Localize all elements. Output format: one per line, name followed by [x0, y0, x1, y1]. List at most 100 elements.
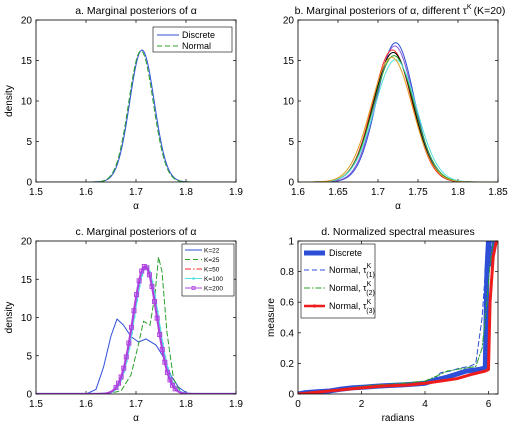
series-marker: [118, 374, 124, 380]
plot-frame-d: [297, 240, 499, 395]
y-tick-label: 20: [21, 16, 33, 27]
x-tick-label: 1.7: [371, 187, 385, 198]
x-tick-label: 1.75: [408, 187, 428, 198]
series-marker: [164, 369, 170, 375]
series-group-d: [298, 241, 498, 394]
x-tick-label: 1.6: [291, 187, 305, 198]
y-tick-label: 15: [21, 275, 33, 286]
y-tick-label: 10: [21, 97, 33, 108]
y-tick-label: 0: [288, 390, 294, 401]
x-tick-label: 0: [295, 399, 301, 410]
series-line-a-1: [36, 50, 236, 182]
x-tick-label: 1.85: [488, 187, 508, 198]
x-tick-label: 1.9: [229, 187, 243, 198]
y-tick-label: 0.6: [280, 298, 294, 309]
legend-label-sub: (2): [366, 290, 375, 297]
series-marker: [128, 324, 134, 330]
series-marker: [121, 365, 127, 371]
x-tick-label: 1.8: [179, 399, 193, 410]
plot-frame-c: [35, 240, 237, 395]
legend-label: Normal, τK (1): [329, 263, 375, 279]
series-marker: [134, 292, 140, 298]
y-tick-label: 20: [283, 16, 295, 27]
series-marker: [159, 347, 165, 353]
y-tick-label: 5: [26, 137, 32, 148]
legend-label: K=25: [204, 257, 220, 264]
legend-label-sub: (1): [366, 272, 375, 279]
legend-marker: [312, 304, 317, 308]
legend-label-sup: K: [367, 263, 372, 270]
series-marker: [144, 265, 150, 271]
panel-b: 1.6 1.65 1.7 1.75 1.8 1.85 0 5 10 15 20b. Marginal…: [283, 4, 508, 212]
legend-label-sub: (3): [366, 308, 375, 315]
legend-label: Normal: [182, 41, 211, 51]
series-line-d-2: [298, 241, 494, 394]
legend-marker: [191, 286, 196, 290]
legend-marker: [192, 277, 195, 280]
legend-label-main: Normal, τ: [329, 265, 367, 275]
series-marker: [126, 340, 132, 346]
series-group-a: [36, 49, 236, 182]
series-marker: [139, 268, 145, 274]
x-tick-label: 1.5: [29, 187, 43, 198]
legend-label: K=50: [204, 267, 220, 274]
y-tick-label: 10: [283, 97, 295, 108]
legend-box: [181, 243, 235, 297]
series-line-d-3: [298, 241, 498, 394]
x-axis-label: α: [133, 413, 139, 424]
x-tick-label: 1.6: [79, 187, 93, 198]
plot-frame-b: [297, 19, 499, 183]
series-line-c-4: [36, 265, 236, 394]
y-tick-label: 5: [26, 351, 32, 362]
y-axis-label: density: [4, 85, 15, 117]
series-marker: [154, 315, 160, 321]
legend-box: [152, 26, 233, 53]
legend-label-main: Normal, τ: [329, 283, 367, 293]
legend-label: Discrete: [182, 30, 215, 40]
chart-title: c. Marginal posteriors of α: [75, 226, 196, 238]
legend-label: K=100: [204, 276, 223, 283]
y-tick-label: 5: [288, 137, 294, 148]
x-tick-label: 1.9: [229, 399, 243, 410]
legend-label-main: Discrete: [329, 248, 362, 258]
y-tick-label: 0.8: [280, 267, 294, 278]
x-tick-label: 1.6: [79, 399, 93, 410]
legend-label-sup: K: [367, 281, 372, 288]
series-marker: [157, 332, 163, 338]
legend-label: K=22: [204, 248, 220, 255]
legend-label-sup: K: [367, 299, 372, 306]
y-tick-label: 0: [26, 390, 32, 401]
x-tick-label: 4: [422, 399, 428, 410]
legend: K=22 K=25 K=50 K=100 K=200: [181, 243, 235, 297]
x-tick-label: 1.7: [129, 399, 143, 410]
series-marker: [149, 284, 155, 290]
x-tick-label: 1.5: [29, 399, 43, 410]
series-marker: [136, 278, 142, 284]
y-tick-label: 0.4: [280, 328, 294, 339]
chart-title: a. Marginal posteriors of α: [75, 5, 197, 17]
legend-label: Normal, τK (3): [329, 299, 375, 315]
panel-a: 1.5 1.6 1.7 1.8 1.9 0 5 10 15 20 a. Marginal poste…: [4, 5, 243, 212]
y-tick-label: 1: [288, 237, 294, 248]
legend-label-main: Normal, τ: [329, 301, 367, 311]
y-tick-label: 20: [21, 237, 33, 248]
y-axis-label: measure: [266, 298, 277, 337]
series-marker: [113, 384, 119, 390]
y-tick-label: 0: [26, 178, 32, 189]
y-tick-label: 0.2: [280, 359, 294, 370]
y-tick-label: 10: [21, 313, 33, 324]
x-axis-label: α: [395, 201, 401, 212]
chart-title: d. Normalized spectral measures: [321, 226, 474, 238]
series-marker: [141, 263, 147, 269]
panel-d: 0 2 4 6 0 0.2 0.4 0.6 0.8 1 d. Normalized spectral…: [266, 226, 499, 424]
x-tick-label: 1.8: [179, 187, 193, 198]
panel-c: 1.5 1.6 1.7 1.8 1.9 0 5 10 15 20 c. Marginal poste…: [4, 226, 243, 424]
series-line-a-0: [36, 49, 236, 182]
x-axis-label: radians: [382, 413, 415, 424]
series-marker: [131, 308, 137, 314]
x-tick-label: 2: [359, 399, 365, 410]
x-tick-label: 6: [486, 399, 492, 410]
y-tick-label: 0: [288, 178, 294, 189]
legend-label: Discrete: [329, 248, 362, 258]
